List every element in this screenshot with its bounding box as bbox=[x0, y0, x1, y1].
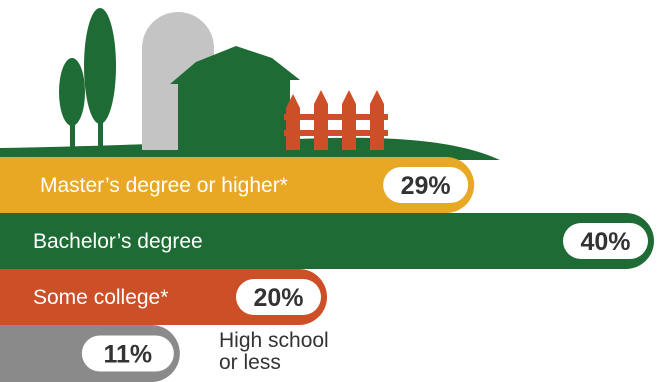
barn-shape bbox=[170, 46, 300, 150]
category-label-masters: Master’s degree or higher* bbox=[40, 174, 288, 197]
value-pill-high-school bbox=[81, 335, 174, 372]
value-label-bachelors: 40% bbox=[580, 228, 630, 256]
value-pill-some-college bbox=[236, 279, 321, 315]
value-label-some-college: 20% bbox=[253, 284, 303, 312]
small-tree-icon bbox=[59, 58, 85, 150]
bar-bachelors bbox=[0, 213, 654, 269]
value-label-masters: 29% bbox=[401, 172, 451, 200]
farm-illustration bbox=[0, 8, 500, 160]
tall-tree-icon bbox=[84, 8, 116, 150]
bar-group: 29% Master’s degree or higher* 40% Bachelor… bbox=[0, 157, 654, 382]
category-label-some-college: Some college* bbox=[33, 286, 168, 309]
value-pill-masters bbox=[383, 167, 469, 203]
bar-category-label-high-school: High school or less bbox=[219, 329, 329, 374]
category-label-bachelors: Bachelor’s degree bbox=[33, 230, 203, 253]
bar-masters bbox=[0, 157, 475, 213]
value-pill-bachelors bbox=[563, 223, 648, 259]
fence-shape bbox=[284, 90, 388, 150]
value-label-high-school: 11% bbox=[104, 341, 153, 369]
